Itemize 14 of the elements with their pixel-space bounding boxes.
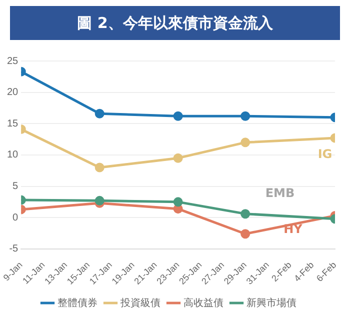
legend-label: 投資級債 (120, 296, 160, 309)
annotation: EMB (265, 186, 295, 200)
y-tick-label: 25 (7, 56, 19, 67)
y-tick-label: 0 (12, 212, 19, 224)
legend-label: 高收益債 (184, 296, 224, 309)
y-tick-label: 10 (7, 150, 19, 161)
y-tick-label: 15 (7, 118, 19, 130)
legend-label: 新興市場債 (246, 296, 296, 309)
y-tick-label: -5 (9, 244, 19, 255)
chart-title: 圖 2、今年以來債市資金流入 (10, 6, 340, 40)
y-tick-label: 5 (12, 181, 19, 192)
annotation: IG (318, 147, 332, 162)
y-tick-label: 20 (7, 87, 19, 98)
legend-label: 整體債券 (58, 296, 98, 309)
